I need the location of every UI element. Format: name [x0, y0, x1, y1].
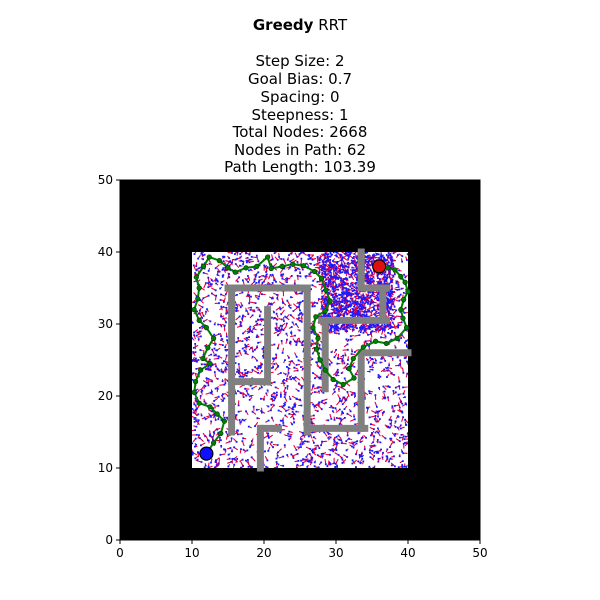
path-node-55: [401, 296, 407, 303]
path-node-32: [311, 268, 318, 275]
path-node-9: [198, 367, 204, 373]
title-total-nodes: Total Nodes: 2668: [232, 123, 368, 141]
x-tick-label-10: 10: [184, 546, 199, 560]
x-tick-label-40: 40: [400, 546, 415, 560]
path-node-18: [196, 285, 202, 291]
path-node-48: [360, 344, 366, 350]
path-node-43: [330, 376, 336, 383]
path-node-42: [322, 367, 328, 373]
path-node-38: [310, 325, 316, 331]
path-node-57: [402, 279, 408, 285]
y-tick-label-0: 0: [105, 533, 113, 547]
path-node-37: [313, 314, 319, 320]
path-node-44: [340, 381, 346, 388]
path-node-14: [203, 325, 209, 331]
path-node-15: [196, 317, 202, 324]
path-node-21: [206, 254, 212, 260]
path-node-59: [392, 267, 398, 273]
y-tick-label-20: 20: [98, 389, 113, 403]
path-node-52: [403, 325, 410, 331]
path-node-17: [195, 296, 201, 302]
x-tick-label-50: 50: [472, 546, 487, 560]
path-node-23: [225, 265, 231, 271]
algorithm-name: Greedy: [252, 16, 314, 34]
chart-title: Greedy RRT: [0, 16, 600, 34]
path-node-3: [221, 418, 227, 424]
path-node-47: [350, 355, 356, 362]
path-node-39: [315, 335, 321, 342]
path-node-40: [313, 346, 320, 352]
y-tick-label-10: 10: [98, 461, 113, 475]
path-node-8: [193, 379, 199, 385]
title-steepness: Steepness: 1: [251, 106, 349, 124]
path-node-7: [191, 389, 197, 396]
path-node-46: [346, 366, 352, 372]
method-name: RRT: [318, 16, 348, 34]
path-node-26: [254, 263, 260, 270]
start-marker: [199, 446, 214, 461]
goal-marker: [372, 259, 387, 274]
path-node-5: [207, 404, 213, 410]
path-node-45: [351, 375, 357, 381]
path-node-49: [373, 338, 379, 344]
path-node-24: [232, 269, 238, 275]
axes-frame: [119, 179, 481, 541]
path-node-36: [322, 308, 328, 314]
path-node-25: [243, 265, 249, 271]
path-node-22: [216, 258, 222, 264]
title-nodes-in-path: Nodes in Path: 62: [233, 141, 367, 159]
path-node-54: [398, 307, 404, 313]
path-node-6: [196, 400, 202, 406]
path-node-27: [265, 254, 271, 260]
y-tick-label-50: 50: [98, 173, 113, 187]
path-node-2: [218, 430, 224, 437]
title-path-length: Path Length: 103.39: [224, 158, 376, 176]
path-node-13: [211, 335, 217, 342]
path-node-4: [214, 411, 220, 417]
path-node-30: [290, 261, 296, 267]
path-node-34: [323, 287, 329, 293]
y-tick-label-40: 40: [98, 245, 113, 259]
y-tick-label-30: 30: [98, 317, 113, 331]
path-node-35: [327, 298, 333, 304]
path-node-29: [279, 263, 285, 270]
path-node-33: [319, 276, 325, 282]
path-node-58: [398, 273, 404, 280]
path-node-53: [400, 315, 406, 321]
path-node-31: [301, 263, 307, 269]
path-node-20: [200, 263, 207, 270]
path-node-1: [211, 440, 217, 446]
path-node-19: [193, 274, 199, 280]
x-tick-label-30: 30: [328, 546, 343, 560]
path-node-41: [317, 357, 323, 363]
path-node-11: [200, 355, 206, 362]
path-node-51: [394, 335, 400, 342]
path-node-56: [405, 289, 411, 295]
path-node-16: [191, 307, 197, 313]
title-spacing: Spacing: 0: [260, 88, 340, 106]
title-step-size: Step Size: 2: [255, 52, 345, 70]
path-node-10: [207, 361, 213, 367]
path-node-50: [383, 340, 390, 347]
x-tick-label-0: 0: [116, 546, 124, 560]
path-node-28: [268, 265, 274, 272]
x-tick-label-20: 20: [256, 546, 271, 560]
path-node-12: [205, 345, 211, 351]
title-goal-bias: Goal Bias: 0.7: [247, 70, 353, 88]
